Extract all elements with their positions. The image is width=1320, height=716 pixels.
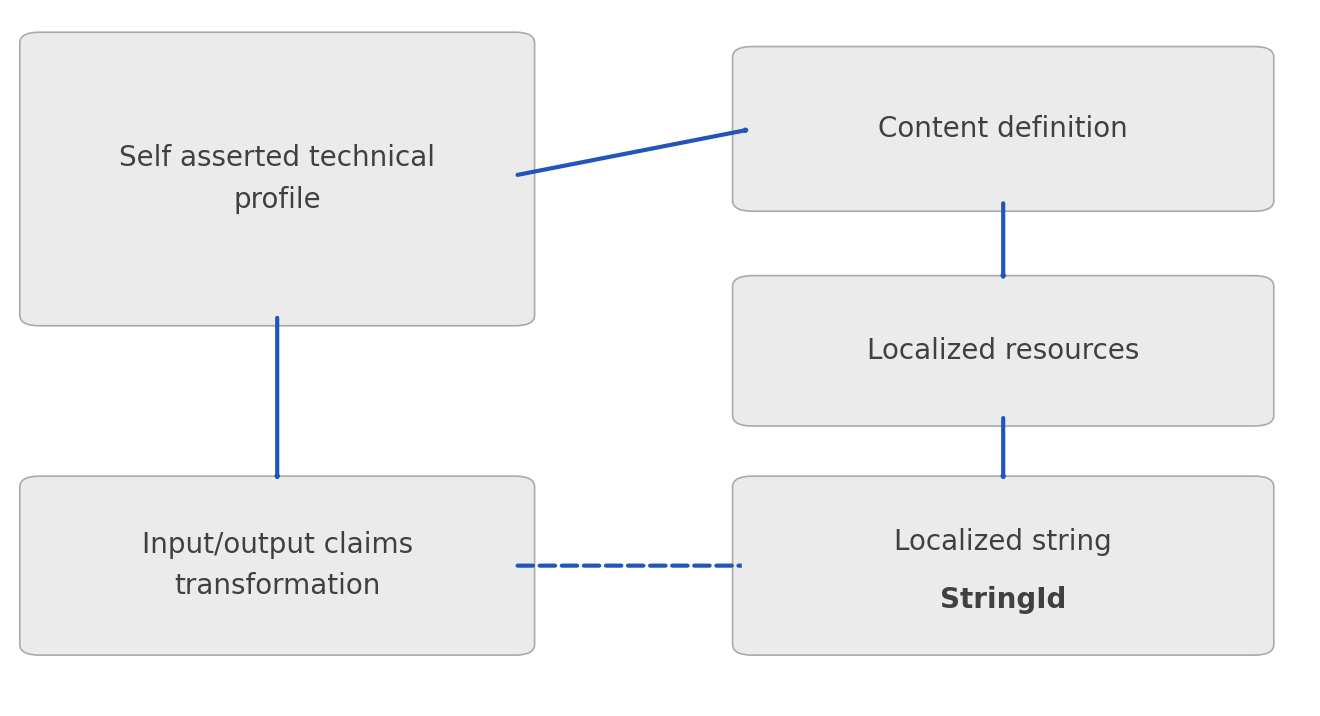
FancyBboxPatch shape [733, 476, 1274, 655]
FancyBboxPatch shape [20, 476, 535, 655]
Text: StringId: StringId [940, 586, 1067, 614]
Text: Localized string: Localized string [895, 528, 1111, 556]
FancyBboxPatch shape [733, 47, 1274, 211]
Text: Localized resources: Localized resources [867, 337, 1139, 365]
Text: Content definition: Content definition [878, 115, 1129, 143]
FancyBboxPatch shape [742, 481, 1265, 650]
FancyBboxPatch shape [733, 276, 1274, 426]
Text: Self asserted technical
profile: Self asserted technical profile [119, 145, 436, 213]
Text: Localized string: Localized string [895, 551, 1111, 580]
Text: Input/output claims
transformation: Input/output claims transformation [141, 531, 413, 600]
FancyBboxPatch shape [20, 32, 535, 326]
